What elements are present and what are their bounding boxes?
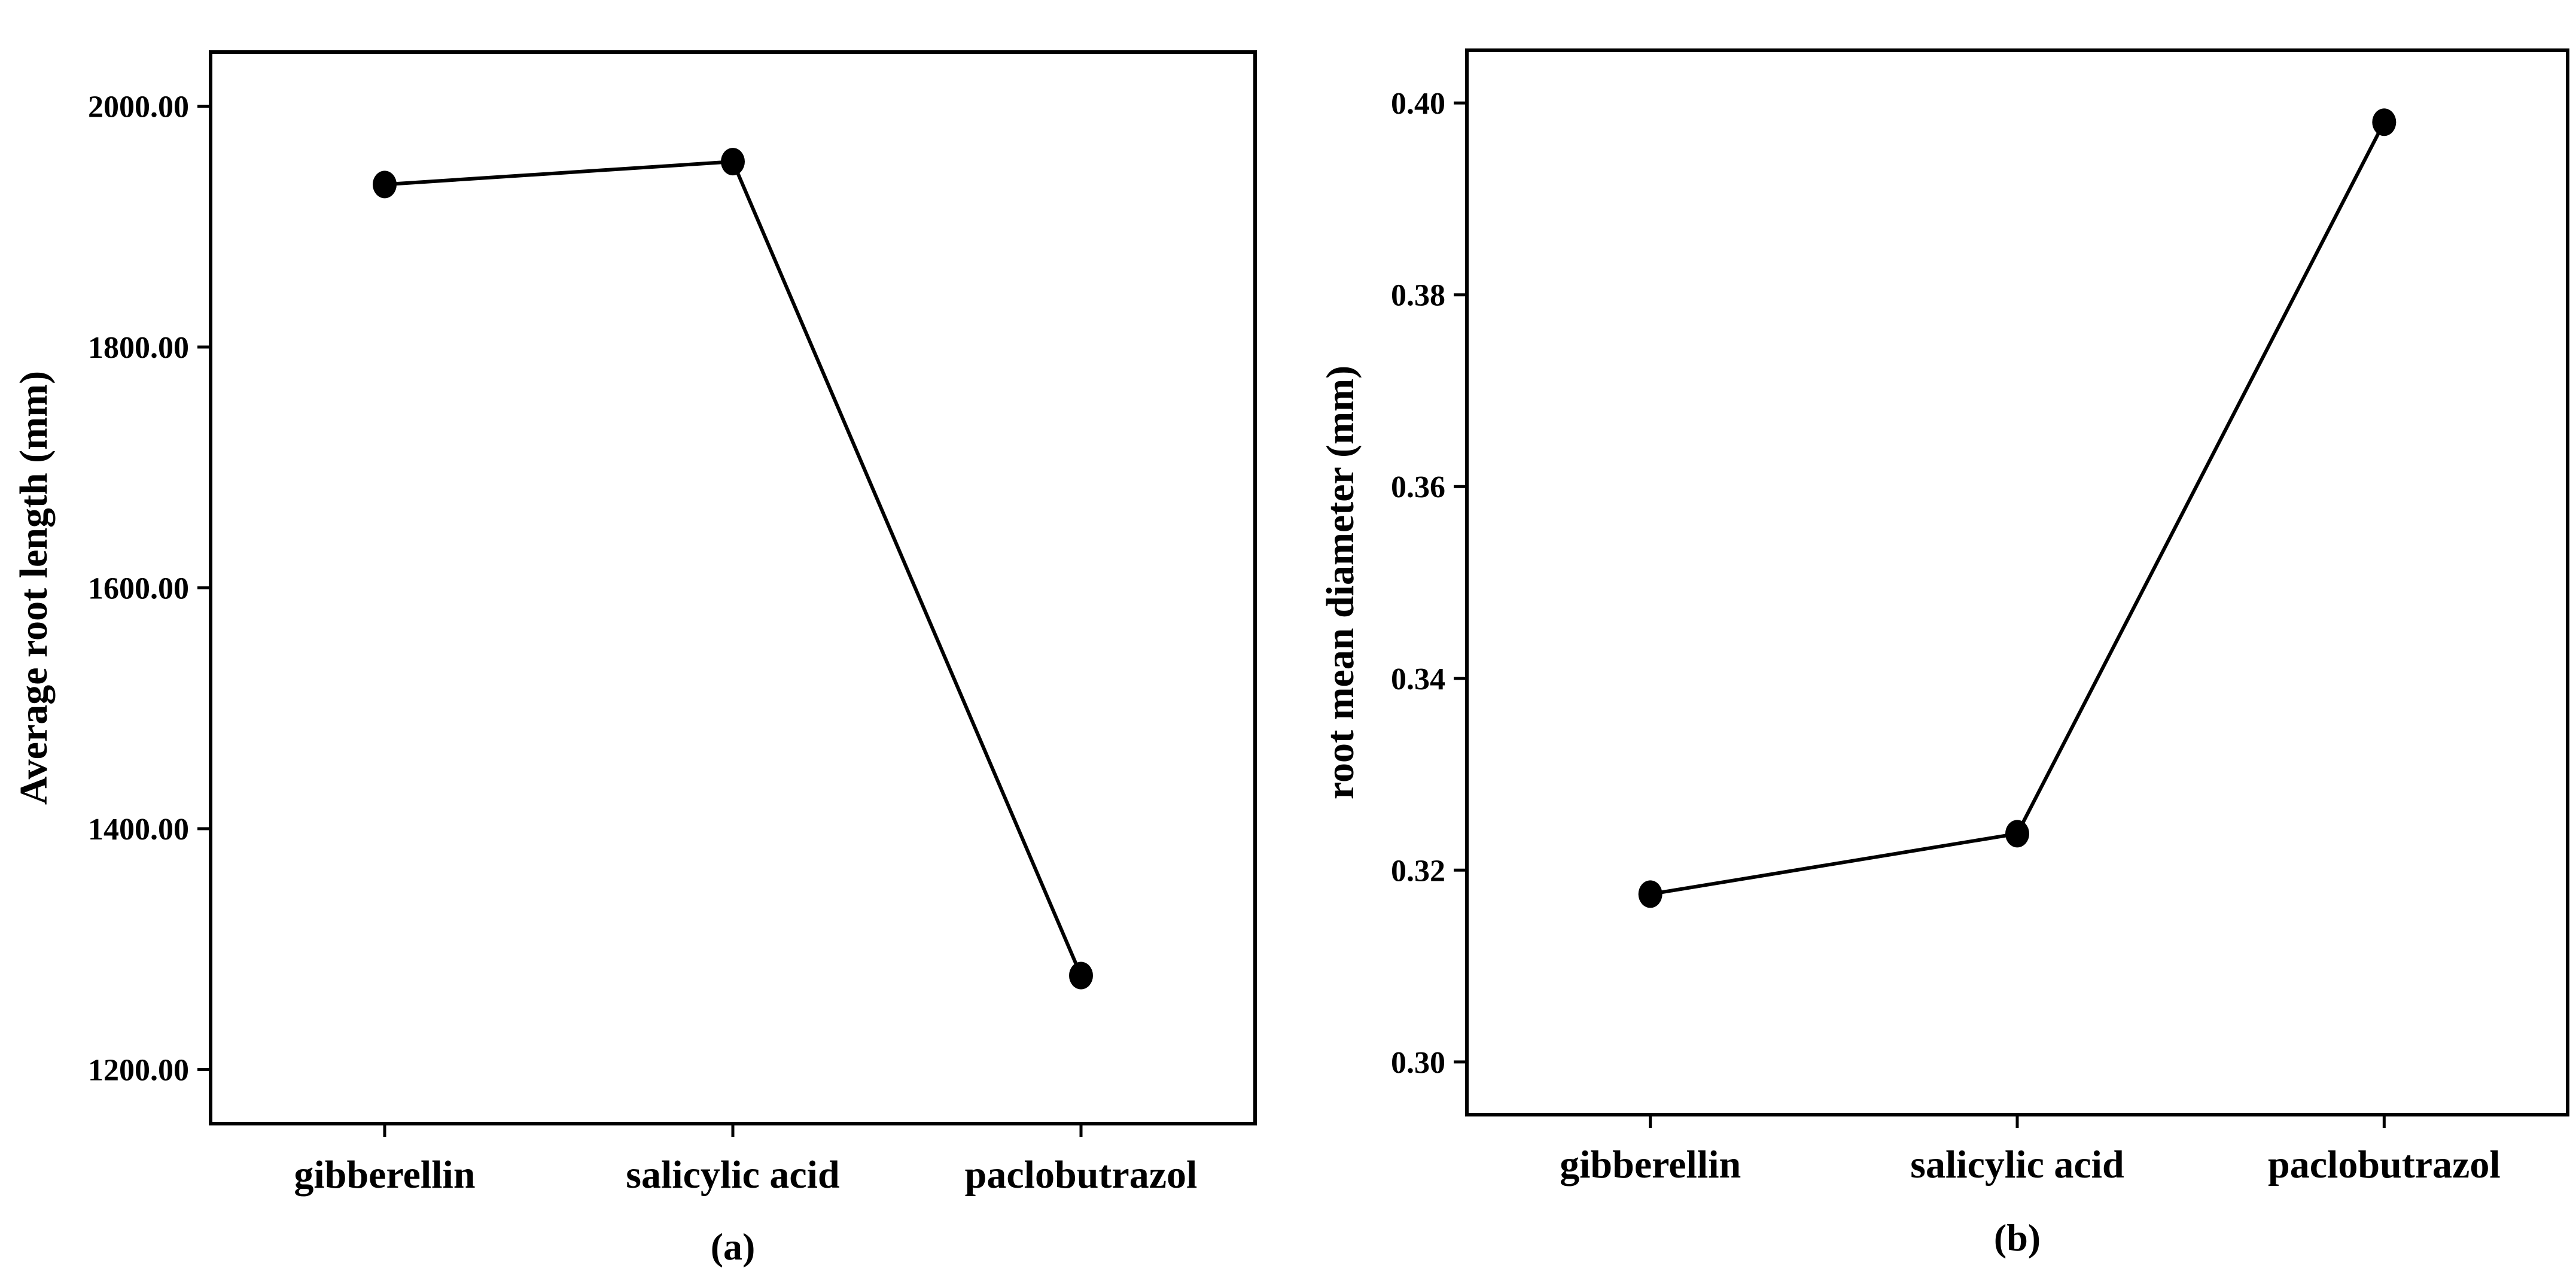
data-point [1638, 880, 1662, 908]
plot-frame [209, 50, 1257, 1125]
x-category-label: salicylic acid [1910, 1143, 2124, 1186]
y-tick-label: 0.38 [1391, 279, 1445, 313]
y-tick-label: 1600.00 [88, 572, 189, 606]
data-point [1069, 962, 1093, 990]
x-category-label: gibberellin [1560, 1143, 1741, 1186]
y-axis-title: Average root length (mm) [12, 371, 56, 805]
y-tick-label: 0.30 [1391, 1046, 1445, 1080]
x-category-label: paclobutrazol [965, 1153, 1198, 1197]
data-point [373, 171, 397, 199]
x-category-label: salicylic acid [626, 1153, 839, 1197]
x-category-label: paclobutrazol [2268, 1143, 2501, 1186]
data-point [2005, 820, 2029, 848]
y-tick-label: 1800.00 [88, 331, 189, 365]
panel-label: (a) [711, 1225, 756, 1268]
y-tick-label: 0.32 [1391, 854, 1445, 888]
series-line [1650, 121, 2386, 896]
data-point [2372, 108, 2397, 136]
chart-panel-a: 1200.00 1400.00 1600.00 1800.00 2000.00 gibbe… [12, 50, 1257, 1268]
y-tick-label: 1400.00 [88, 813, 189, 847]
chart-panel-b: 0.30 0.32 0.34 0.36 0.38 0.40 gibberellin salic… [1319, 48, 2569, 1259]
x-category-label: gibberellin [294, 1153, 475, 1197]
y-tick-label: 0.34 [1391, 662, 1445, 696]
data-point [721, 148, 745, 176]
y-tick-label: 0.40 [1391, 87, 1445, 121]
panel-label: (b) [1994, 1216, 2041, 1259]
y-axis-title: root mean diameter (mm) [1319, 366, 1362, 799]
y-tick-label: 2000.00 [88, 90, 189, 124]
plot-frame [1465, 48, 2569, 1116]
series-line [384, 160, 1083, 976]
y-tick-label: 0.36 [1391, 470, 1445, 504]
y-tick-label: 1200.00 [88, 1053, 189, 1087]
